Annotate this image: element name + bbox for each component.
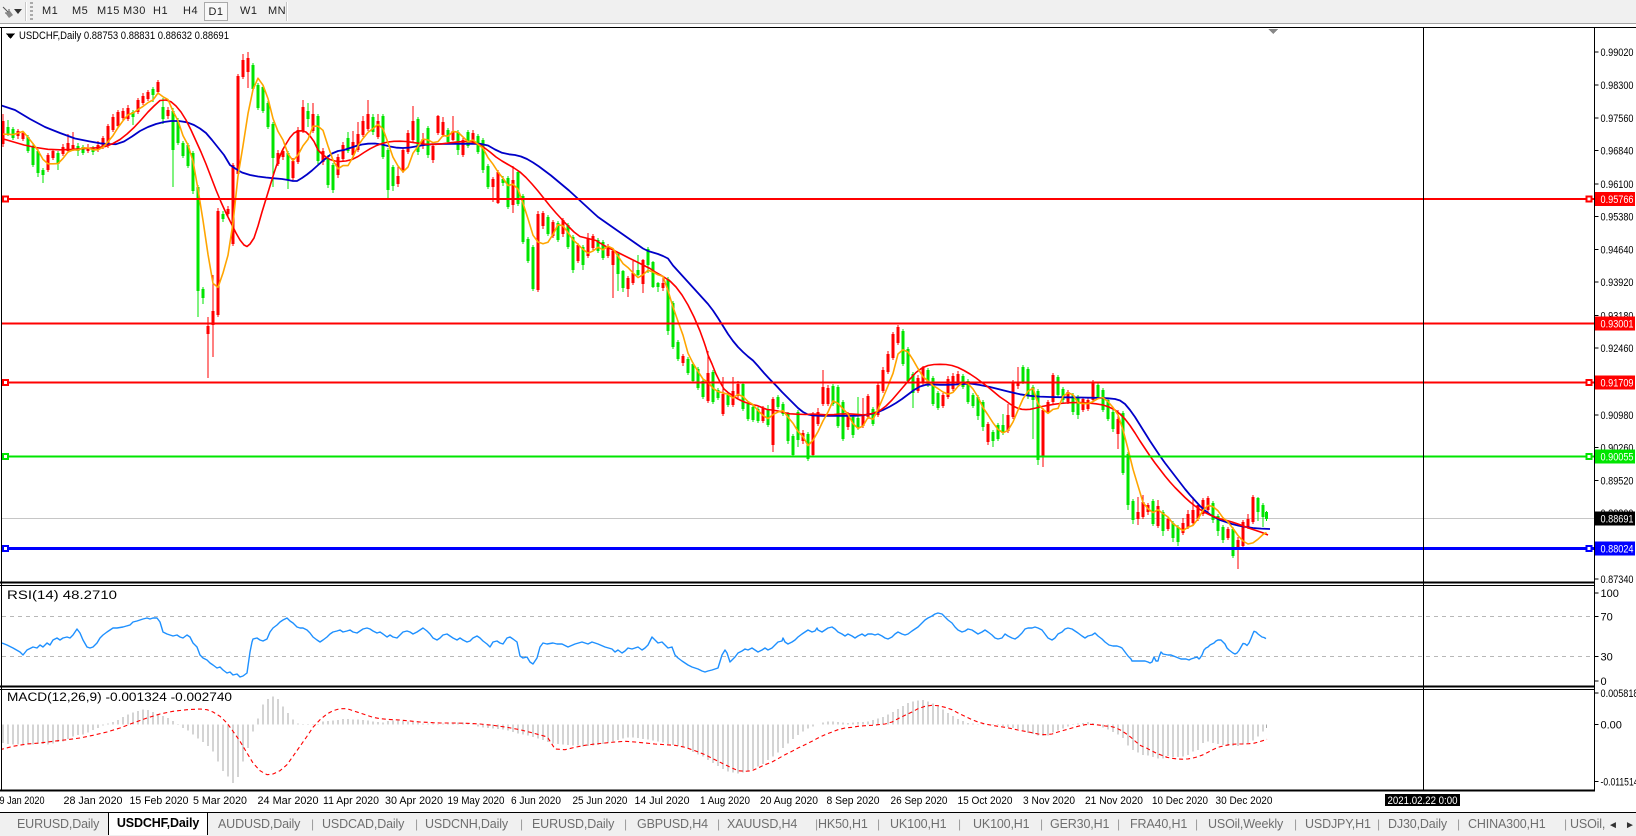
svg-text:RSI(14) 48.2710: RSI(14) 48.2710 [7,590,117,602]
svg-text:3 Nov 2020: 3 Nov 2020 [1023,795,1075,807]
svg-text:0.89520: 0.89520 [1601,476,1634,488]
svg-text:5 Mar 2020: 5 Mar 2020 [193,795,247,807]
svg-text:0.97560: 0.97560 [1601,113,1634,125]
svg-text:0.005818: 0.005818 [1601,688,1636,700]
svg-text:30 Apr 2020: 30 Apr 2020 [385,795,443,807]
svg-text:0.88024: 0.88024 [1601,544,1634,556]
svg-text:0.96840: 0.96840 [1601,145,1634,157]
svg-text:USDCHF,Daily 0.88753 0.88831: USDCHF,Daily 0.88753 0.88831 0.88632 0.8… [19,30,229,42]
svg-text:0.99020: 0.99020 [1601,47,1634,59]
svg-text:0.00: 0.00 [1601,719,1622,731]
svg-text:0.95380: 0.95380 [1601,211,1634,223]
svg-text:0.91709: 0.91709 [1601,378,1634,390]
svg-text:21 Nov 2020: 21 Nov 2020 [1085,795,1143,807]
svg-text:0: 0 [1601,676,1607,688]
svg-text:0.95766: 0.95766 [1601,194,1634,206]
svg-text:0.88691: 0.88691 [1601,514,1634,526]
svg-text:15 Oct 2020: 15 Oct 2020 [958,795,1013,807]
svg-text:24 Mar 2020: 24 Mar 2020 [258,795,319,807]
svg-text:0.94640: 0.94640 [1601,245,1634,257]
svg-text:0.92460: 0.92460 [1601,343,1634,355]
svg-text:8 Sep 2020: 8 Sep 2020 [827,795,880,807]
svg-text:0.90055: 0.90055 [1601,452,1634,464]
svg-text:20 Aug 2020: 20 Aug 2020 [760,795,818,807]
svg-text:14 Jul 2020: 14 Jul 2020 [635,795,690,807]
svg-text:11 Apr 2020: 11 Apr 2020 [323,795,379,807]
svg-text:0.98300: 0.98300 [1601,80,1634,92]
svg-text:100: 100 [1601,588,1619,600]
svg-text:0.93920: 0.93920 [1601,277,1634,289]
svg-text:0.93001: 0.93001 [1601,319,1634,331]
svg-text:9 Jan 2020: 9 Jan 2020 [0,795,45,807]
svg-text:10 Dec 2020: 10 Dec 2020 [1152,795,1208,807]
svg-text:2021.02.22 0:00: 2021.02.22 0:00 [1388,795,1458,807]
svg-text:70: 70 [1601,612,1613,624]
svg-text:30: 30 [1601,652,1613,664]
svg-text:26 Sep 2020: 26 Sep 2020 [891,795,948,807]
svg-text:1 Aug 2020: 1 Aug 2020 [700,795,750,807]
svg-text:-0.011514: -0.011514 [1601,777,1636,789]
svg-text:6 Jun 2020: 6 Jun 2020 [511,795,561,807]
svg-text:28 Jan 2020: 28 Jan 2020 [64,795,123,807]
svg-text:MACD(12,26,9) -0.001324 -0.002: MACD(12,26,9) -0.001324 -0.002740 [7,692,232,704]
svg-text:30 Dec 2020: 30 Dec 2020 [1216,795,1273,807]
svg-text:0.96100: 0.96100 [1601,179,1634,191]
svg-text:19 May 2020: 19 May 2020 [448,795,505,807]
svg-text:0.87340: 0.87340 [1601,574,1634,586]
svg-text:25 Jun 2020: 25 Jun 2020 [573,795,628,807]
svg-text:15 Feb 2020: 15 Feb 2020 [130,795,189,807]
svg-text:0.90980: 0.90980 [1601,410,1634,422]
